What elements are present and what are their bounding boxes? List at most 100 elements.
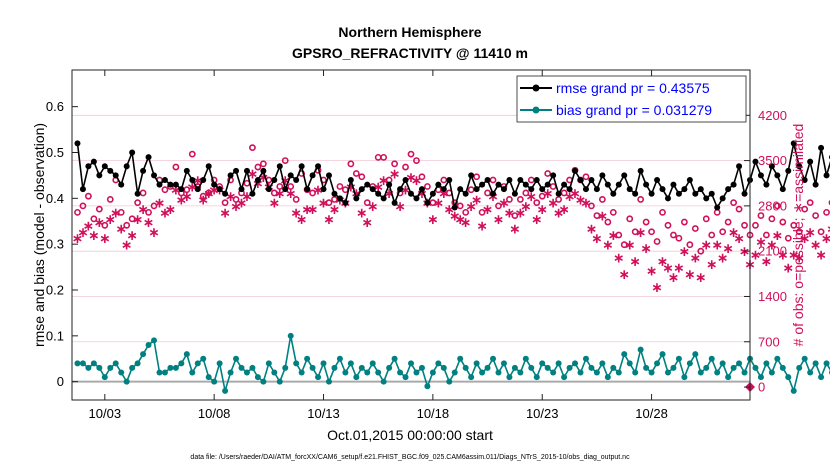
y-tick-label: 0.2 [46,283,64,298]
obs-assimilated-marker: ∗ [542,186,554,202]
rmse-point [550,172,557,179]
rmse-point [101,163,108,170]
y-tick-label: 0 [57,374,64,389]
obs-possible-marker [325,199,333,207]
bias-point [112,360,119,367]
rmse-point [178,186,185,193]
obs-possible-marker [686,241,694,249]
rmse-point [566,186,573,193]
obs-assimilated-marker: ∗ [175,192,187,208]
bias-point [686,360,693,367]
bias-point [151,337,158,344]
rmse-point [473,186,480,193]
obs-possible-marker [680,218,688,226]
obs-assimilated-marker: ∗ [668,270,680,286]
bias-point [315,374,322,381]
x-tick-label: 10/08 [198,406,231,421]
rmse-point [708,190,715,197]
bias-point [90,360,97,367]
obs-assimilated-marker: ∗ [613,251,625,267]
obs-assimilated-marker: ∗ [378,173,390,189]
obs-assimilated-marker: ∗ [219,205,231,221]
rmse-point [402,177,409,183]
bias-point [479,369,486,376]
y-right-tick-label: 4200 [758,108,787,123]
bias-point [233,355,240,362]
bias-point [566,364,573,371]
rmse-point [227,172,234,179]
bias-point [763,360,770,367]
obs-assimilated-marker: ∗ [350,186,362,202]
obs-assimilated-marker: ∗ [290,205,302,221]
y-axis-label-right: # of obs: o=possible; ∗=assimilated [790,124,806,347]
obs-possible-marker [741,221,748,229]
obs-possible-marker [188,150,196,158]
obs-assimilated-marker: ∗ [815,247,827,263]
rmse-point [347,177,354,183]
bias-point [200,355,207,362]
bias-point [440,364,447,371]
y-right-tick-label: 3500 [758,153,787,168]
obs-possible-marker [418,173,426,181]
obs-assimilated-marker: ∗ [77,225,89,241]
bias-point [172,364,179,371]
rmse-point [172,181,179,188]
rmse-point [440,186,447,193]
obs-possible-marker [352,170,360,177]
y-tick-label: 0.1 [46,328,64,343]
obs-possible-marker [101,221,109,229]
rmse-point [200,177,207,183]
obs-assimilated-marker: ∗ [788,247,800,263]
obs-assimilated-marker: ∗ [711,238,723,254]
rmse-point [418,186,425,193]
bias-point [555,360,562,367]
legend-rmse-label: rmse grand pr = 0.43575 [556,80,710,96]
bias-point [468,374,475,381]
bias-point [331,364,338,371]
bias-point [145,342,152,348]
bias-point [325,378,332,385]
obs-assimilated-marker: ∗ [367,199,379,215]
obs-assimilated-marker: ∗ [575,192,587,208]
obs-possible-marker [664,221,672,229]
rmse-point [779,186,786,193]
rmse-point [484,177,491,183]
bias-point [599,360,606,367]
bias-point [785,374,792,381]
obs-possible-marker [670,231,677,239]
obs-assimilated-marker: ∗ [618,267,630,283]
y-axis-label: rmse and bias (model - observation) [31,123,47,347]
obs-possible-marker [456,202,464,210]
obs-assimilated-marker: ∗ [586,222,598,238]
obs-assimilated-marker: ∗ [93,215,105,231]
bias-point [500,360,507,367]
obs-possible-marker [735,205,743,213]
rmse-point [741,190,748,197]
rmse-point [593,186,600,193]
bias-point [522,355,529,362]
rmse-point [331,190,338,197]
rmse-point [380,195,387,202]
bias-point [807,369,814,376]
obs-assimilated-marker: ∗ [804,225,816,241]
obs-possible-marker [292,196,300,203]
obs-assimilated-marker: ∗ [323,212,335,228]
rmse-point [233,167,240,174]
obs-assimilated-marker: ∗ [761,254,773,270]
rmse-point [462,190,469,197]
obs-assimilated-marker: ∗ [345,179,357,195]
rmse-point [107,167,114,174]
obs-assimilated-marker: ∗ [739,244,751,260]
obs-possible-marker [259,160,267,168]
bias-point [429,369,436,376]
rmse-point [637,167,644,174]
obs-assimilated-marker: ∗ [602,238,614,254]
rmse-point [763,181,770,188]
rmse-point [555,190,562,197]
rmse-point [408,190,414,197]
legend-rmse-marker [532,84,540,92]
bias-point [495,369,502,376]
bias-point [424,383,431,390]
obs-assimilated-marker: ∗ [165,202,177,218]
obs-assimilated-marker: ∗ [121,238,133,254]
